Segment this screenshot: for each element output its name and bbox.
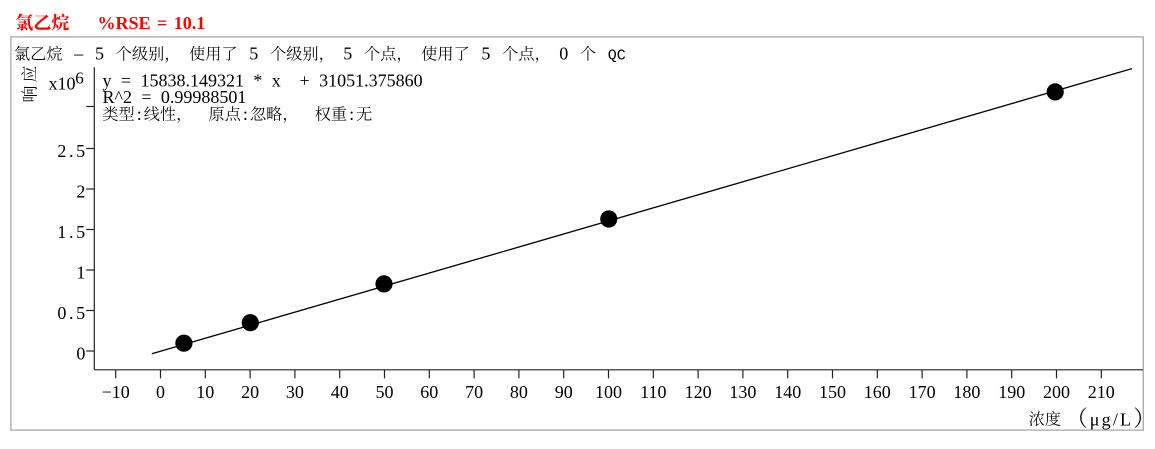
svg-text:2: 2 <box>76 181 88 201</box>
svg-text:140: 140 <box>774 382 801 402</box>
svg-text:%RSE = 10.1: %RSE = 10.1 <box>98 13 206 33</box>
svg-text:210: 210 <box>1088 382 1115 402</box>
svg-text:110: 110 <box>640 382 666 402</box>
svg-text:30: 30 <box>286 382 304 402</box>
svg-text:130: 130 <box>729 382 756 402</box>
svg-text:2.5: 2.5 <box>57 141 87 161</box>
svg-text:0: 0 <box>559 44 568 64</box>
svg-text:−10: −10 <box>102 382 130 402</box>
svg-text:200: 200 <box>1043 382 1070 402</box>
svg-text:5: 5 <box>249 44 258 64</box>
svg-text:120: 120 <box>685 382 712 402</box>
svg-text:0.5: 0.5 <box>57 303 87 323</box>
svg-text:70: 70 <box>465 382 483 402</box>
svg-text:80: 80 <box>510 382 528 402</box>
svg-text:x10: x10 <box>49 74 76 94</box>
svg-text:90: 90 <box>555 382 573 402</box>
svg-text:y = 15838.149321 * x + 31051.: y = 15838.149321 * x + 31051.375860 <box>103 70 423 90</box>
svg-text:6: 6 <box>75 68 84 87</box>
svg-text::: : <box>243 104 248 124</box>
svg-text:R^2 = 0.99988501: R^2 = 0.99988501 <box>103 87 247 107</box>
svg-text:40: 40 <box>331 382 349 402</box>
svg-text:5: 5 <box>343 44 352 64</box>
svg-text:50: 50 <box>376 382 394 402</box>
svg-text::: : <box>137 104 142 124</box>
svg-text:100: 100 <box>595 382 622 402</box>
svg-text::: : <box>349 104 354 124</box>
svg-text:160: 160 <box>864 382 891 402</box>
svg-text:0: 0 <box>76 343 88 363</box>
svg-text:1.5: 1.5 <box>57 222 87 242</box>
svg-text:0: 0 <box>156 382 165 402</box>
svg-text:190: 190 <box>998 382 1025 402</box>
svg-text:10: 10 <box>196 382 214 402</box>
svg-text:60: 60 <box>420 382 438 402</box>
svg-text:5: 5 <box>95 44 104 64</box>
svg-text:170: 170 <box>909 382 936 402</box>
svg-text:μg/L: μg/L <box>1090 409 1133 429</box>
svg-text:–: – <box>73 44 84 64</box>
svg-text:1: 1 <box>76 262 88 282</box>
svg-text:QC: QC <box>608 48 626 65</box>
svg-text:5: 5 <box>481 44 490 64</box>
svg-text:20: 20 <box>241 382 259 402</box>
svg-text:150: 150 <box>819 382 846 402</box>
svg-text:180: 180 <box>953 382 980 402</box>
